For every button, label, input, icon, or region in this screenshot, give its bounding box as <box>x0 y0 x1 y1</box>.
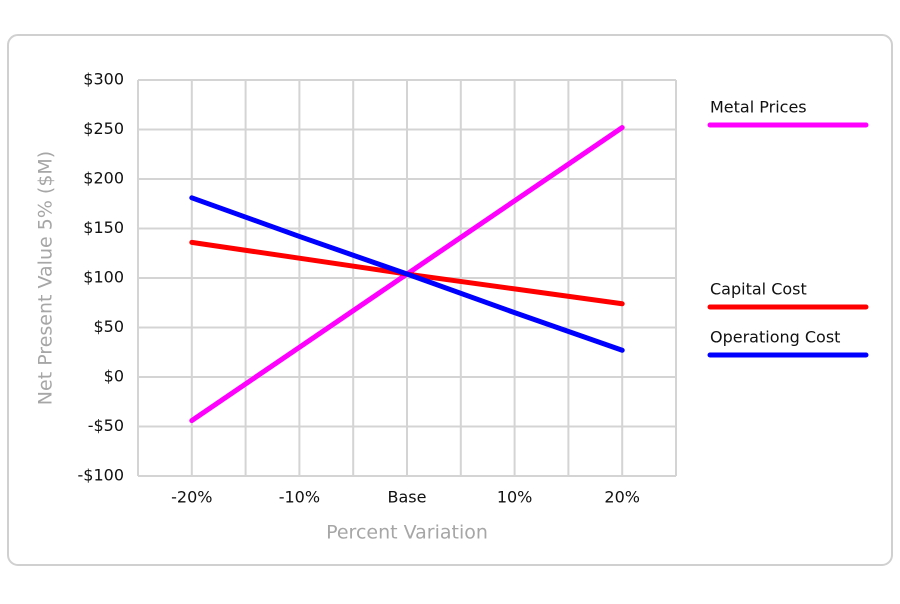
x-tick-label: 10% <box>497 488 533 507</box>
x-tick-label: -10% <box>279 488 320 507</box>
card <box>7 34 893 566</box>
legend-label: Metal Prices <box>710 98 807 117</box>
y-tick-label: $0 <box>104 367 124 386</box>
x-tick-label: -20% <box>171 488 212 507</box>
y-tick-label: $100 <box>83 268 124 287</box>
y-tick-label: $50 <box>93 317 124 336</box>
x-tick-label: Base <box>388 488 427 507</box>
y-tick-label: -$50 <box>88 416 124 435</box>
y-tick-label: $250 <box>83 119 124 138</box>
x-tick-label: 20% <box>604 488 640 507</box>
y-tick-label: $150 <box>83 218 124 237</box>
y-tick-label: -$100 <box>78 466 125 485</box>
y-tick-label: $200 <box>83 169 124 188</box>
legend-label: Operationg Cost <box>710 328 840 347</box>
legend-label: Capital Cost <box>710 280 807 299</box>
x-axis-title: Percent Variation <box>326 522 488 544</box>
series-line <box>189 195 625 353</box>
y-axis-title: Net Present Value 5% ($M) <box>35 151 57 405</box>
y-tick-label: $300 <box>83 70 124 89</box>
